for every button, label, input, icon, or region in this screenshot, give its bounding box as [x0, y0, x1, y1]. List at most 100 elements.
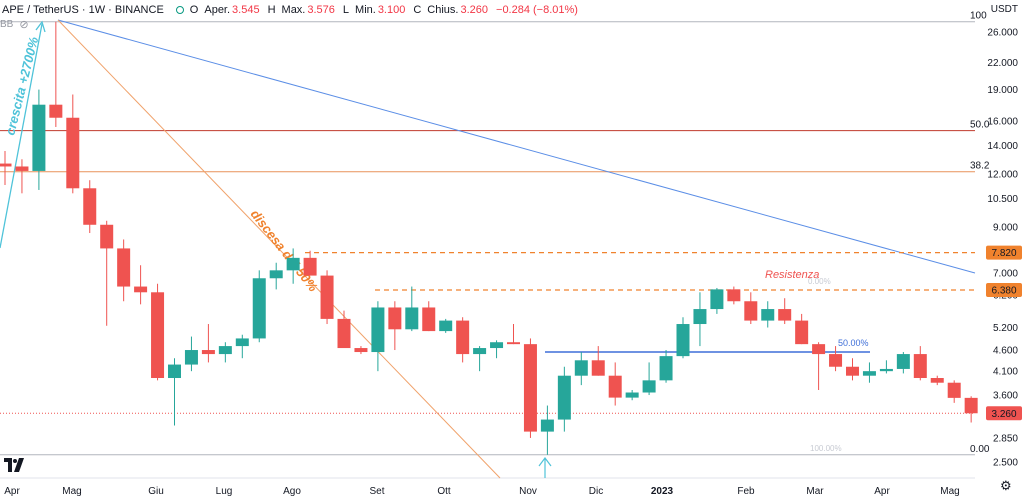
- candle-body[interactable]: [405, 307, 419, 330]
- candle-body[interactable]: [0, 163, 12, 167]
- high-value: 3.576: [307, 4, 335, 16]
- low-name: Min.: [355, 4, 376, 16]
- candle-body[interactable]: [710, 289, 724, 310]
- candle-body[interactable]: [134, 286, 148, 293]
- growth-arrow-head-icon: [35, 20, 46, 33]
- eye-hidden-icon[interactable]: ⊘: [19, 19, 29, 31]
- price-level-badge-label: 6.380: [991, 285, 1016, 296]
- gear-icon[interactable]: ⚙: [1000, 478, 1012, 493]
- candle-body[interactable]: [456, 320, 470, 355]
- candle-body[interactable]: [83, 188, 97, 225]
- candle-body[interactable]: [337, 318, 351, 349]
- price-tick-label: 3.600: [993, 391, 1018, 402]
- price-tick-label: 7.000: [993, 268, 1018, 279]
- close-label: C: [413, 4, 422, 16]
- candle-body[interactable]: [218, 346, 232, 355]
- indicator-label: BB: [0, 19, 14, 30]
- candle-body[interactable]: [201, 350, 215, 355]
- decline-trend-line: [57, 19, 501, 479]
- candle-body[interactable]: [286, 257, 300, 271]
- candle-body[interactable]: [15, 166, 29, 171]
- candle-body[interactable]: [235, 338, 249, 347]
- candle-body[interactable]: [66, 117, 80, 189]
- candle-body[interactable]: [303, 257, 317, 276]
- candle-body[interactable]: [49, 104, 63, 118]
- candle-body[interactable]: [693, 309, 707, 325]
- price-level-badge: [986, 406, 1022, 421]
- open-value: 3.545: [232, 4, 260, 16]
- candle-body[interactable]: [473, 348, 487, 355]
- symbol-title[interactable]: APE / TetherUS · 1W · BINANCE: [2, 4, 164, 16]
- candle-body[interactable]: [642, 380, 656, 393]
- price-level-badge: [986, 245, 1022, 260]
- candle-body[interactable]: [252, 278, 266, 339]
- candle-body[interactable]: [879, 368, 893, 372]
- candle-body[interactable]: [913, 354, 927, 379]
- candle-body[interactable]: [862, 371, 876, 376]
- candle-body[interactable]: [523, 344, 537, 432]
- price-tick-label: 4.100: [993, 367, 1018, 378]
- candle-body[interactable]: [354, 348, 368, 353]
- faint-level-label: 0.00%: [808, 277, 831, 286]
- time-tick-label: Ott: [437, 486, 451, 496]
- candle-body[interactable]: [812, 344, 826, 355]
- fib-level-label: 38.2: [970, 161, 990, 172]
- close-name: Chius.: [427, 4, 459, 16]
- price-level-badge: [986, 282, 1022, 297]
- candle-body[interactable]: [659, 356, 673, 381]
- indicator-legend[interactable]: BB ⊘: [0, 18, 29, 31]
- candle-body[interactable]: [761, 309, 775, 321]
- candle-body[interactable]: [117, 248, 131, 287]
- price-tick-label: 22.000: [987, 58, 1018, 69]
- candle-body[interactable]: [896, 354, 910, 369]
- time-tick-label: Lug: [216, 486, 233, 496]
- candle-body[interactable]: [676, 324, 690, 357]
- price-tick-label: 12.000: [987, 169, 1018, 180]
- change-value: −0.284 (−8.01%): [496, 4, 578, 16]
- candle-body[interactable]: [32, 104, 46, 171]
- candle-body[interactable]: [168, 364, 181, 379]
- fib-level-label: 0.00: [970, 444, 990, 455]
- support-label: 50.00%: [838, 338, 869, 348]
- time-tick-label: Set: [369, 486, 384, 496]
- fib-level-label: 50.0: [970, 120, 990, 131]
- candle-body[interactable]: [591, 360, 605, 376]
- candle-body[interactable]: [269, 270, 283, 279]
- candle-body[interactable]: [557, 375, 571, 420]
- tradingview-logo-icon[interactable]: [4, 458, 24, 472]
- growth-arrow-line: [0, 23, 43, 249]
- candle-body[interactable]: [846, 366, 859, 376]
- candle-body[interactable]: [422, 307, 436, 332]
- candle-body[interactable]: [727, 289, 741, 302]
- price-tick-label: 26.000: [987, 28, 1018, 39]
- candle-body[interactable]: [947, 382, 961, 398]
- high-name: Max.: [281, 4, 306, 16]
- candle-body[interactable]: [829, 354, 843, 367]
- candle-body[interactable]: [795, 320, 809, 345]
- candle-body[interactable]: [964, 397, 978, 414]
- candle-body[interactable]: [100, 224, 114, 249]
- low-value: 3.100: [377, 4, 406, 16]
- candle-body[interactable]: [540, 419, 554, 432]
- price-tick-label: 14.000: [987, 141, 1018, 152]
- candle-body[interactable]: [151, 292, 165, 379]
- price-tick-label: 2.500: [993, 458, 1018, 469]
- candle-body[interactable]: [744, 301, 758, 321]
- candle-body[interactable]: [371, 307, 385, 353]
- candle-body[interactable]: [490, 342, 504, 349]
- high-label: H: [267, 4, 276, 16]
- market-status-icon: [175, 6, 184, 14]
- candle-body[interactable]: [184, 350, 198, 365]
- candle-body[interactable]: [608, 375, 622, 398]
- candle-body[interactable]: [439, 320, 453, 332]
- candle-body[interactable]: [778, 309, 792, 321]
- faint-level-label: 100.00%: [810, 444, 842, 453]
- candle-body[interactable]: [930, 378, 944, 383]
- candle-body[interactable]: [507, 342, 520, 345]
- candle-body[interactable]: [388, 307, 402, 330]
- candle-body[interactable]: [320, 275, 334, 319]
- time-tick-label: Apr: [874, 486, 890, 496]
- candle-body[interactable]: [574, 360, 588, 376]
- candle-body[interactable]: [625, 392, 639, 398]
